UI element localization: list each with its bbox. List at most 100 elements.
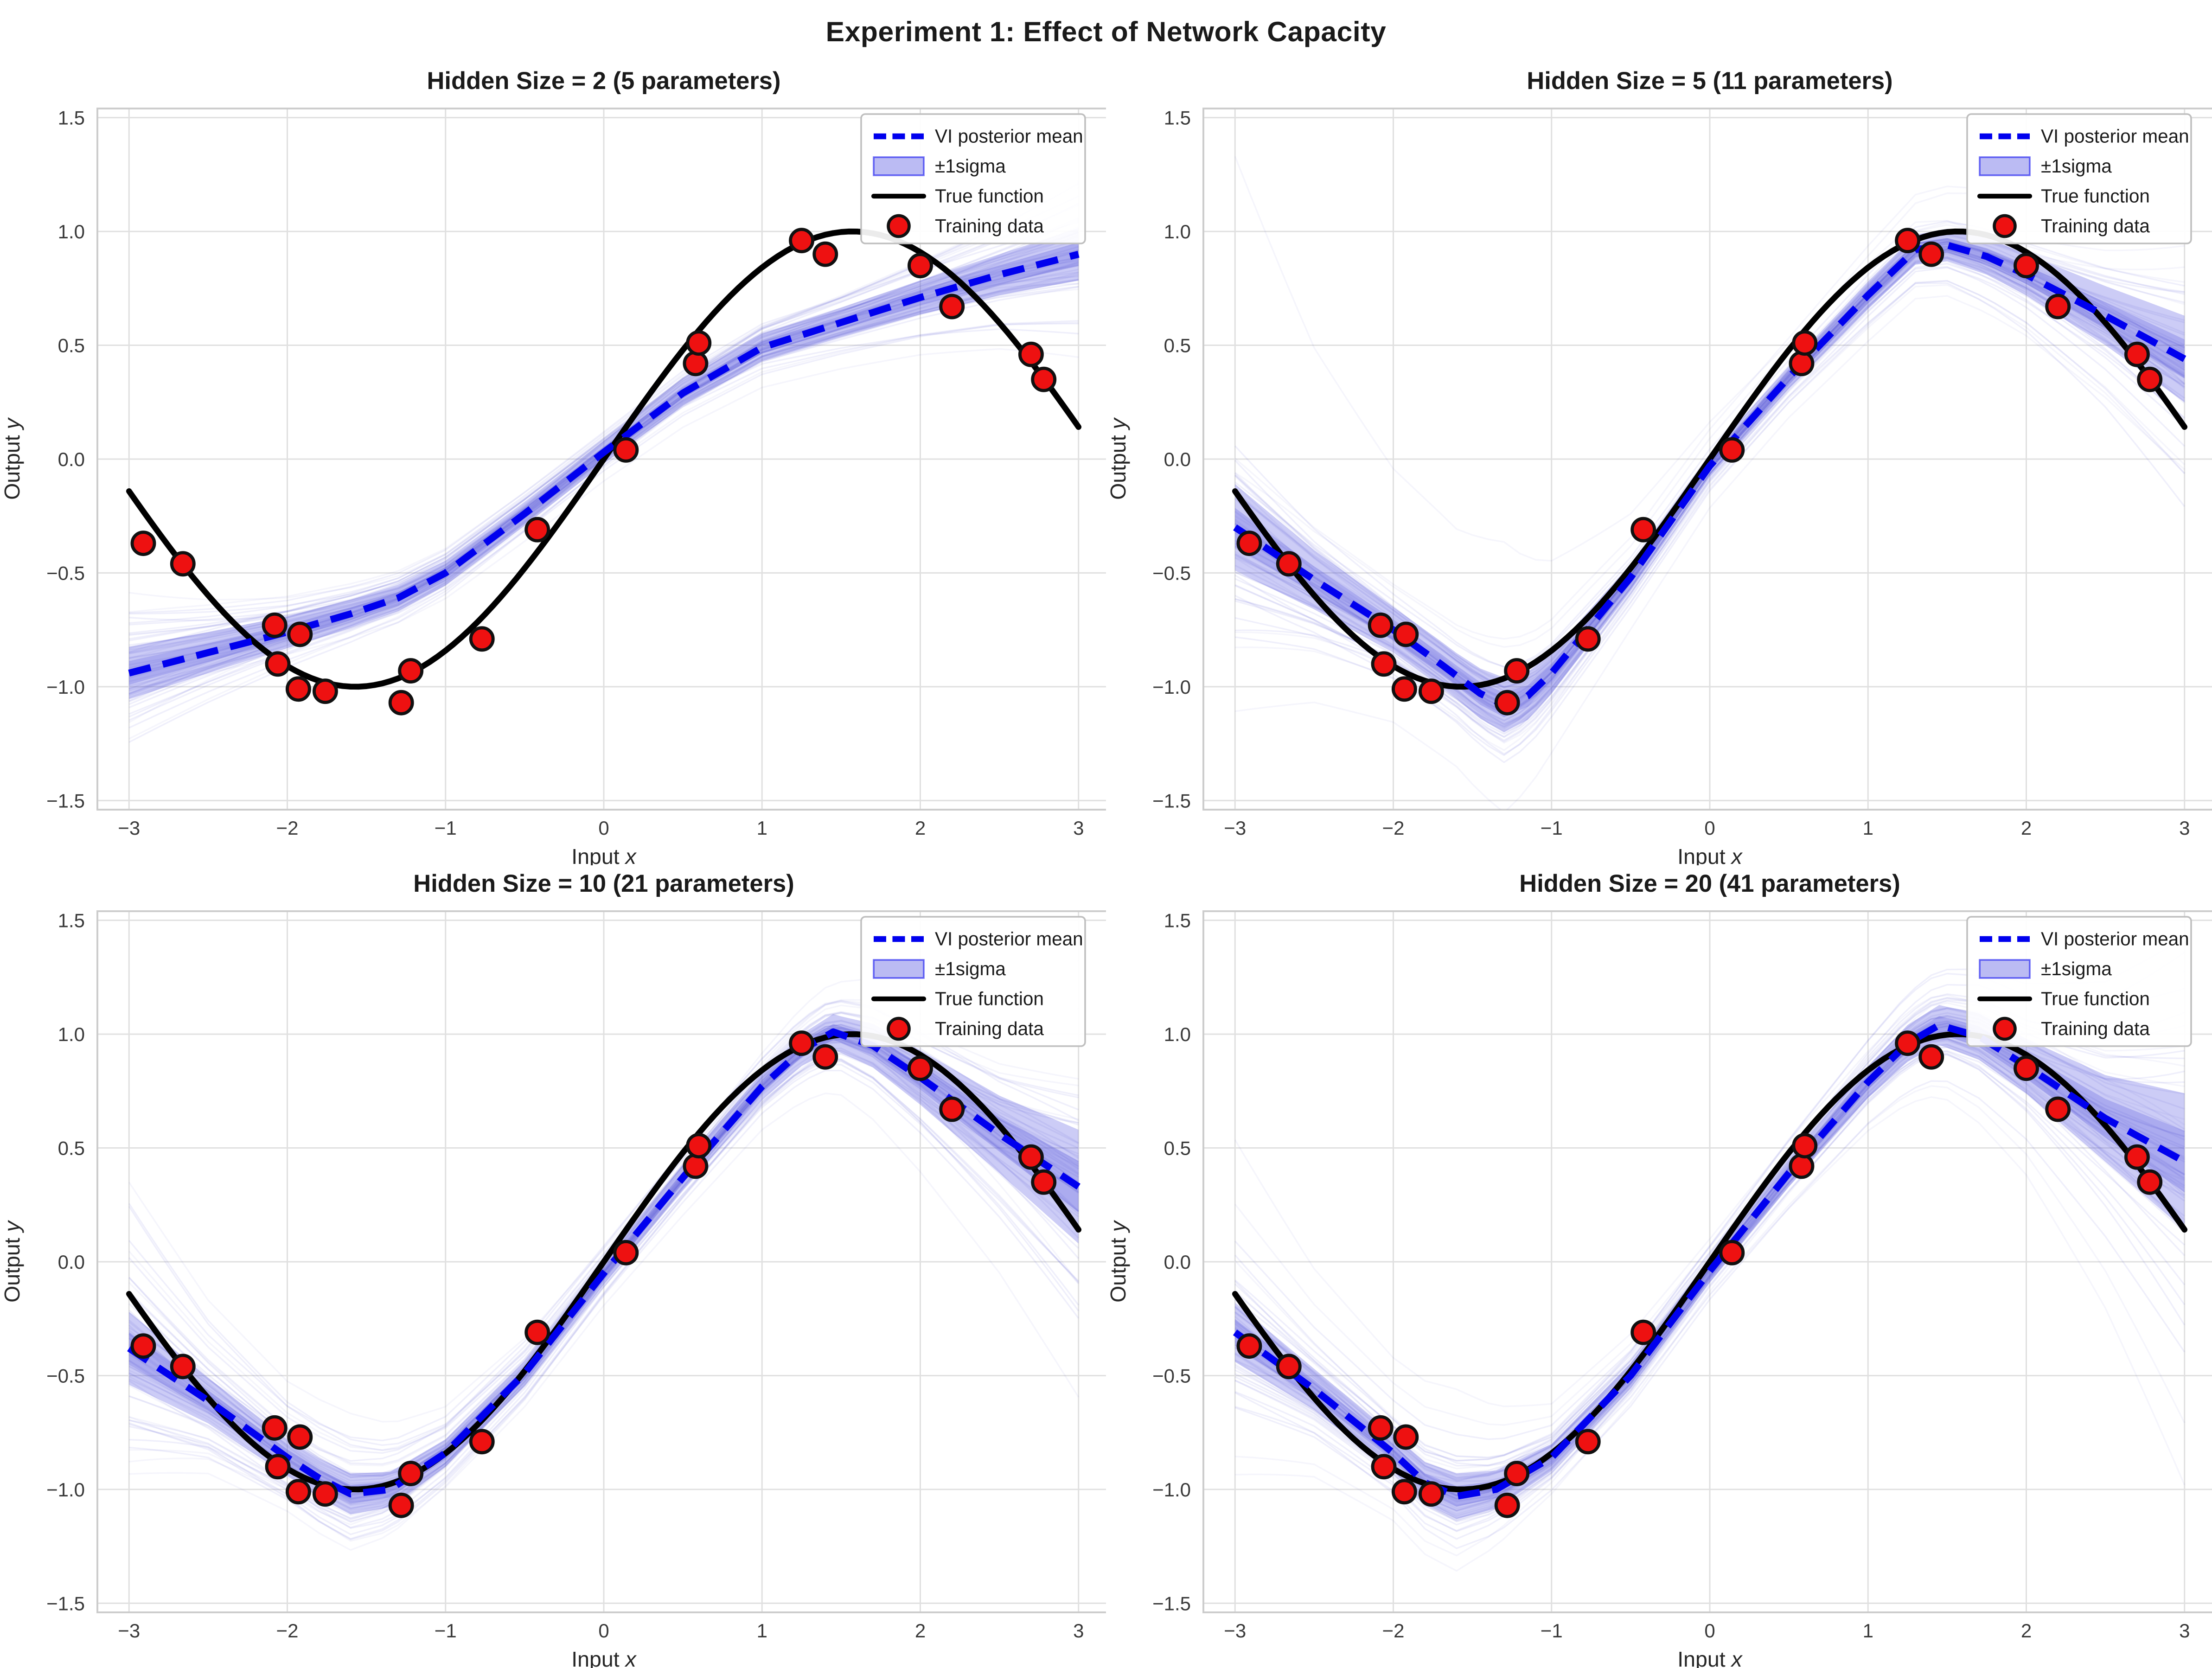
training-point [1018,1144,1044,1170]
training-point [1575,1429,1601,1455]
training-point [683,1153,709,1179]
training-point [2014,253,2039,279]
vi-posterior-mean-line [128,251,1080,677]
posterior-sample-line [1235,295,2185,810]
legend: VI posterior mean ±1sigma True function Tra… [1966,113,2192,245]
legend: VI posterior mean ±1sigma True function Tra… [860,916,1086,1048]
subplot-hidden-size-5: −3 −2 −1 0 1 2 3 −1.5 −1.0 −0.5 0.0 0.5 1.0 1.5 Input … [1106,63,2212,866]
x-tick-labels: −3 −2 −1 0 1 2 3 [1224,1620,2190,1642]
training-point [398,658,424,684]
legend-sigma-patch-swatch [1979,156,2031,177]
posterior-sample-line [1235,1047,2185,1572]
training-point [1368,1415,1394,1441]
x-tick-labels: −3 −2 −1 0 1 2 3 [118,1620,1084,1642]
x-tick-label: 3 [2179,1620,2190,1642]
posterior-sample-line [128,257,1079,653]
training-point [2045,1097,2071,1122]
legend-marker-swatch [887,1017,911,1041]
training-point [1789,1153,1815,1179]
posterior-sample-line [1234,280,2185,764]
legend-marker-swatch [1993,214,2017,238]
y-tick-label: 1.5 [1164,910,1191,932]
plot-data-layer [126,180,1082,743]
posterior-sample-line [128,1070,1080,1529]
posterior-sample-line [1234,251,2185,727]
y-axis-label: Output y [0,1220,24,1303]
training-point [265,651,291,677]
legend-label: True function [2041,988,2150,1010]
y-tick-label: 0.5 [58,1138,85,1159]
y-tick-label: 0.0 [1164,448,1191,470]
training-point [686,330,712,356]
legend-label: ±1sigma [935,155,1006,177]
y-tick-labels: −1.5 −1.0 −0.5 0.0 0.5 1.0 1.5 [46,910,85,1615]
x-tick-label: 3 [1073,817,1084,839]
posterior-sample-line [1234,284,2185,744]
x-tick-label: −2 [276,1620,299,1642]
posterior-sample-line [1235,257,2185,757]
y-tick-label: 1.0 [1164,221,1191,243]
x-tick-labels: −3 −2 −1 0 1 2 3 [118,817,1084,839]
x-tick-label: 3 [2179,817,2190,839]
training-point [312,1481,338,1507]
posterior-sample-line [129,1050,1079,1551]
training-point [686,1133,712,1159]
legend-box [860,916,1086,1048]
posterior-sample-line [1234,1046,2185,1483]
posterior-sample-line [128,242,1079,660]
figure-title: Experiment 1: Effect of Network Capacity [825,15,1387,47]
posterior-sample-line [1234,1051,2186,1491]
training-point [1895,228,1921,254]
posterior-sample-line [1234,1050,2185,1533]
training-point [1789,351,1815,377]
x-tick-label: 1 [1863,817,1873,839]
training-point [2124,342,2150,368]
y-tick-labels: −1.5 −1.0 −0.5 0.0 0.5 1.0 1.5 [1152,910,1191,1615]
x-tick-label: 2 [915,817,926,839]
panel-title: Hidden Size = 2 (5 parameters) [427,67,781,95]
posterior-sample-line [128,348,1079,690]
training-point [170,551,196,577]
training-point [1418,1481,1444,1507]
x-axis-label: Input x [1677,844,1743,865]
y-tick-label: −1.0 [46,676,85,698]
x-tick-label: 0 [1704,817,1715,839]
training-point [1371,1454,1397,1480]
training-point [939,294,965,320]
training-point [1504,1461,1530,1487]
x-tick-label: 1 [757,817,767,839]
y-tick-label: −1.5 [46,790,85,812]
y-tick-label: −0.5 [1152,1365,1191,1387]
x-tick-label: 3 [1073,1620,1084,1642]
posterior-sample-line [128,322,1079,687]
training-point [469,626,495,652]
training-point [1494,690,1520,716]
y-tick-label: 0.5 [58,335,85,357]
legend-label: VI posterior mean [935,928,1083,950]
legend-label: True function [935,185,1044,207]
legend-label: Training data [935,1018,1044,1039]
training-point [1575,626,1601,652]
y-tick-label: −1.5 [1152,790,1191,812]
plot-spine [96,910,1106,1614]
training-point [1018,342,1044,368]
training-point [524,517,550,543]
posterior-sample-line [1234,252,2185,733]
training-point [469,1429,495,1455]
y-tick-label: −1.0 [46,1479,85,1501]
x-tick-label: −1 [1541,817,1563,839]
plot-spine [96,108,1106,811]
x-tick-label: 0 [1704,1620,1715,1642]
training-point [388,690,414,716]
training-point [1371,651,1397,677]
x-tick-label: 0 [598,817,609,839]
posterior-sample-line [1234,282,2186,726]
x-tick-labels: −3 −2 −1 0 1 2 3 [1224,817,2190,839]
x-tick-label: 2 [915,1620,926,1642]
sigma-band [129,228,1079,700]
legend-box [1966,916,2192,1048]
y-tick-label: 1.0 [58,1024,85,1046]
training-point [1918,1044,1944,1070]
legend-label: Training data [2041,1018,2150,1039]
training-point [285,676,311,702]
